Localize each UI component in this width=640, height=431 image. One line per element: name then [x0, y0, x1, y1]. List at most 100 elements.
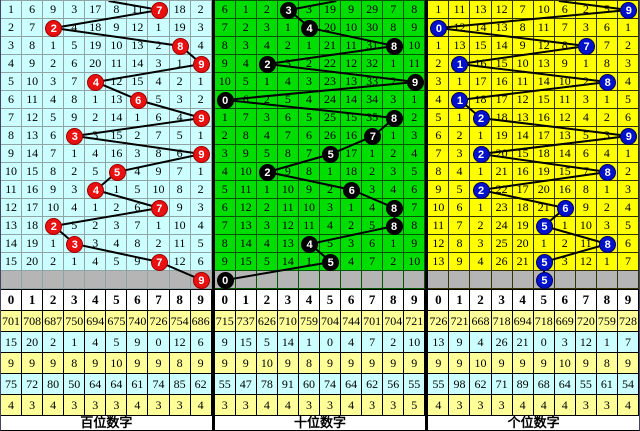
miss-count-cell: 12 [449, 19, 471, 37]
drawn-digit-circle: 8 [385, 37, 403, 55]
miss-count-cell: 19 [169, 19, 191, 37]
miss-count-cell: 2 [256, 91, 278, 109]
miss-count-cell: 12 [127, 19, 149, 37]
miss-count-cell: 10 [428, 199, 450, 217]
miss-count-cell: 9 [554, 55, 576, 73]
miss-count-cell: 7 [575, 163, 597, 181]
miss-count-cell: 26 [491, 253, 513, 271]
drawn-digit-circle: 0 [216, 91, 234, 109]
stat-value-cell: 6 [190, 332, 212, 353]
digit-header-cell: 3 [64, 290, 86, 311]
miss-count-cell: 16 [554, 181, 576, 199]
miss-count-cell: 7 [617, 253, 640, 271]
stat-value-cell: 9 [404, 353, 426, 374]
miss-count-cell: 13 [341, 73, 363, 91]
miss-count-cell: 23 [320, 73, 342, 91]
miss-count-cell: 10 [235, 163, 257, 181]
drawn-digit-circle: 4 [87, 181, 105, 199]
drawn-digit-circle: 7 [150, 199, 168, 217]
stat-value-cell: 750 [64, 311, 86, 332]
miss-count-cell: 25 [491, 235, 513, 253]
stat-value-cell: 55 [404, 374, 426, 395]
stat-value-cell: 7 [617, 332, 640, 353]
miss-count-cell: 2 [449, 127, 471, 145]
stat-value-cell: 4 [341, 395, 363, 416]
stat-value-cell: 9 [214, 332, 236, 353]
miss-count-cell: 13 [428, 253, 450, 271]
miss-count-cell: 13 [533, 55, 555, 73]
miss-count-cell: 2 [235, 19, 257, 37]
miss-count-cell: 6 [596, 19, 618, 37]
miss-count-cell: 11 [512, 73, 534, 91]
miss-count-cell: 3 [575, 19, 597, 37]
miss-count-cell: 7 [1, 109, 23, 127]
miss-count-cell: 8 [575, 181, 597, 199]
miss-count-cell: 5 [617, 91, 640, 109]
stat-row-miss: 9 15 5 14 1 0 4 7 2 10 [214, 332, 426, 353]
miss-count-cell [383, 271, 405, 289]
miss-count-cell: 4 [169, 109, 191, 127]
stat-value-cell: 3 [362, 395, 384, 416]
miss-count-cell: 5 [320, 235, 342, 253]
digit-header-cell: 1 [235, 290, 257, 311]
miss-count-cell: 2 [64, 163, 86, 181]
miss-count-cell: 9 [235, 145, 257, 163]
drawn-digit-circle: 5 [535, 271, 553, 289]
miss-count-cell: 3 [106, 217, 128, 235]
units-stats: 0 1 2 3 4 5 6 7 8 9 726 721 668 718 694 718 669 720 759 728… [428, 288, 640, 416]
stat-value-cell: 5 [256, 332, 278, 353]
miss-count-cell: 2 [256, 1, 278, 19]
miss-count-cell: 1 [320, 163, 342, 181]
miss-count-cell: 2 [127, 127, 149, 145]
drawn-digit-circle: 9 [192, 145, 210, 163]
drawn-digit-circle: 5 [322, 253, 340, 271]
drawn-digit-circle: 4 [301, 19, 319, 37]
stat-value-cell: 4 [617, 395, 640, 416]
drawn-digit-circle: 2 [472, 181, 490, 199]
stat-value-cell: 626 [256, 311, 278, 332]
miss-count-cell: 3 [298, 73, 320, 91]
miss-count-cell: 2 [596, 109, 618, 127]
miss-count-cell: 9 [575, 199, 597, 217]
stat-value-cell: 75 [1, 374, 23, 395]
miss-count-cell: 1 [148, 19, 170, 37]
miss-count-cell: 14 [533, 73, 555, 91]
miss-count-cell [256, 271, 278, 289]
stat-value-cell: 78 [256, 374, 278, 395]
miss-count-cell: 7 [43, 145, 65, 163]
miss-count-cell: 8 [148, 145, 170, 163]
tens-stats: 0 1 2 3 4 5 6 7 8 9 715 737 626 710 759 704 744 701 704 721… [214, 288, 426, 416]
miss-count-cell: 11 [428, 217, 450, 235]
miss-count-cell: 2 [277, 37, 299, 55]
miss-count-cell: 8 [169, 181, 191, 199]
miss-count-cell: 10 [341, 19, 363, 37]
drawn-digit-circle: 5 [108, 163, 126, 181]
miss-count-cell: 26 [320, 127, 342, 145]
stat-value-cell: 0 [148, 332, 170, 353]
miss-count-cell: 13 [491, 19, 513, 37]
miss-count-cell: 4 [256, 235, 278, 253]
digit-header-cell: 5 [533, 290, 555, 311]
miss-count-cell: 17 [85, 1, 107, 19]
stat-value-cell: 9 [428, 353, 450, 374]
miss-count-cell: 20 [85, 55, 107, 73]
miss-count-cell: 3 [127, 145, 149, 163]
miss-count-cell: 9 [127, 253, 149, 271]
stat-row-max_miss: 55 98 62 71 89 68 64 55 61 54 [428, 374, 640, 395]
miss-count-cell [320, 271, 342, 289]
stat-value-cell: 3 [449, 395, 471, 416]
miss-count-cell: 2 [362, 163, 384, 181]
miss-count-cell: 4 [106, 235, 128, 253]
digit-header-cell: 2 [470, 290, 492, 311]
miss-count-cell: 3 [148, 55, 170, 73]
miss-count-cell: 4 [277, 73, 299, 91]
miss-count-cell: 1 [533, 235, 555, 253]
miss-count-cell: 3 [1, 37, 23, 55]
drawn-digit-circle: 6 [556, 199, 574, 217]
stat-value-cell: 10 [106, 353, 128, 374]
miss-count-cell: 8 [404, 1, 426, 19]
miss-count-cell: 18 [512, 199, 534, 217]
miss-count-cell: 8 [404, 217, 426, 235]
miss-count-cell: 1 [235, 1, 257, 19]
